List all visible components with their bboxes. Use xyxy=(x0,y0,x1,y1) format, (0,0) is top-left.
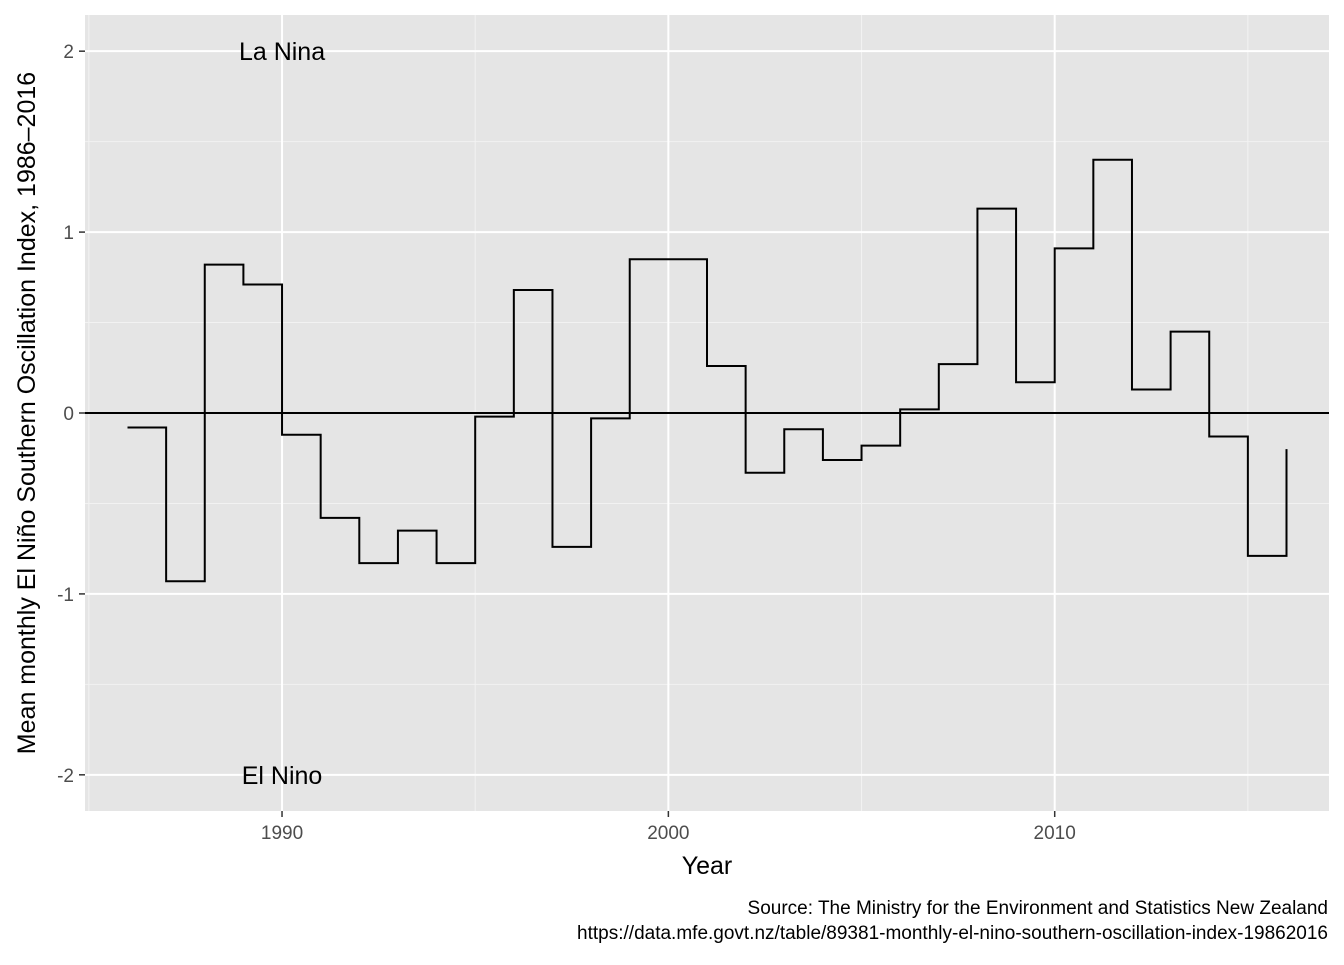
y-tick-label-4: 2 xyxy=(63,42,74,63)
y-tick-label-3: 1 xyxy=(63,223,74,244)
annotation-el-nino: El Nino xyxy=(242,762,323,790)
caption-source: Source: The Ministry for the Environment… xyxy=(748,898,1328,919)
x-tick-label-0: 1990 xyxy=(261,823,303,844)
annotation-la-nina: La Nina xyxy=(239,38,325,66)
caption-url: https://data.mfe.govt.nz/table/89381-mon… xyxy=(577,923,1328,944)
y-axis-ticks: -2 -1 0 1 2 xyxy=(57,42,85,787)
y-tick-label-0: -2 xyxy=(57,766,74,787)
x-axis-title: Year xyxy=(682,852,733,880)
y-tick-label-2: 0 xyxy=(63,404,74,425)
enso-step-line xyxy=(127,158,1288,583)
x-tick-label-1: 2000 xyxy=(647,823,689,844)
x-tick-label-2: 2010 xyxy=(1034,823,1076,844)
y-axis-title: Mean monthly El Niño Southern Oscillatio… xyxy=(13,72,41,754)
y-tick-label-1: -1 xyxy=(57,585,74,606)
x-axis-ticks: 1990 2000 2010 xyxy=(261,811,1076,844)
